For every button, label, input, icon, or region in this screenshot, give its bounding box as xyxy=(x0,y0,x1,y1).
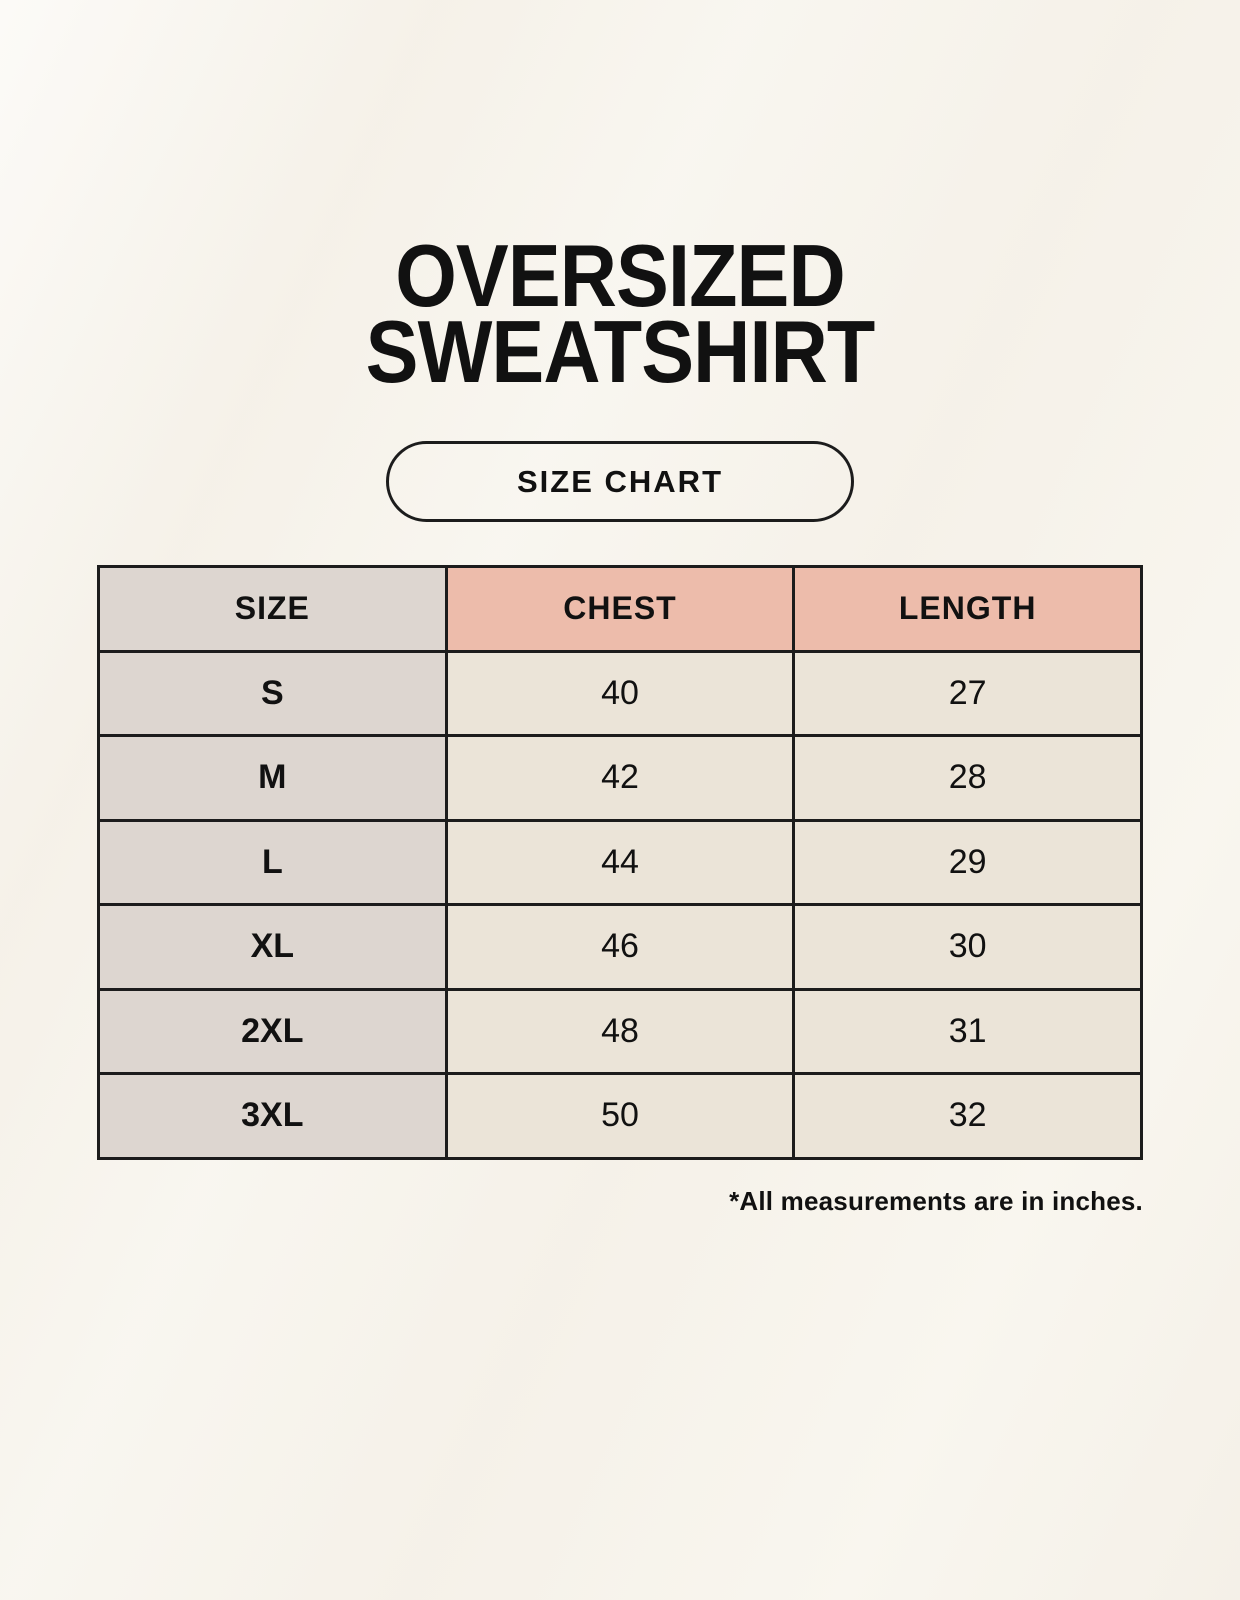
chest-cell: 46 xyxy=(444,903,796,991)
length-cell: 29 xyxy=(792,818,1143,906)
size-cell: S xyxy=(97,649,448,737)
length-cell: 31 xyxy=(792,987,1143,1075)
header-size: SIZE xyxy=(97,565,448,653)
size-chart-badge: SIZE CHART xyxy=(386,441,854,522)
chest-cell: 50 xyxy=(444,1072,796,1160)
chest-cell: 42 xyxy=(444,734,796,822)
table-row: 3XL 50 32 xyxy=(97,1072,1143,1160)
size-cell: XL xyxy=(97,903,448,991)
size-cell: M xyxy=(97,734,448,822)
size-chart-badge-label: SIZE CHART xyxy=(517,463,723,499)
page-title-line1: OVERSIZED xyxy=(395,226,845,325)
table-row: M 42 28 xyxy=(97,734,1143,822)
header-length: LENGTH xyxy=(792,565,1143,653)
size-cell: L xyxy=(97,818,448,906)
page-title-line2: SWEATSHIRT xyxy=(365,302,876,401)
size-chart-table: SIZE CHEST LENGTH S 40 27 M 42 28 L 44 2… xyxy=(97,565,1143,1160)
header-row: SIZE CHEST LENGTH xyxy=(97,565,1143,653)
size-cell: 2XL xyxy=(97,987,448,1075)
size-cell: 3XL xyxy=(97,1072,448,1160)
length-cell: 27 xyxy=(792,649,1143,737)
table-row: XL 46 30 xyxy=(97,903,1143,991)
length-cell: 32 xyxy=(792,1072,1143,1160)
table-row: L 44 29 xyxy=(97,818,1143,906)
table-row: 2XL 48 31 xyxy=(97,987,1143,1075)
table-row: S 40 27 xyxy=(97,649,1143,737)
chest-cell: 44 xyxy=(444,818,796,906)
chest-cell: 40 xyxy=(444,649,796,737)
header-chest: CHEST xyxy=(444,565,796,653)
size-table-header: SIZE CHEST LENGTH xyxy=(97,565,1143,653)
measurements-footnote: *All measurements are in inches. xyxy=(729,1186,1143,1216)
chest-cell: 48 xyxy=(444,987,796,1075)
length-cell: 28 xyxy=(792,734,1143,822)
size-table-body: S 40 27 M 42 28 L 44 29 XL 46 30 2XL 48 … xyxy=(97,649,1143,1160)
page-title: OVERSIZED SWEATSHIRT xyxy=(62,232,1178,396)
length-cell: 30 xyxy=(792,903,1143,991)
